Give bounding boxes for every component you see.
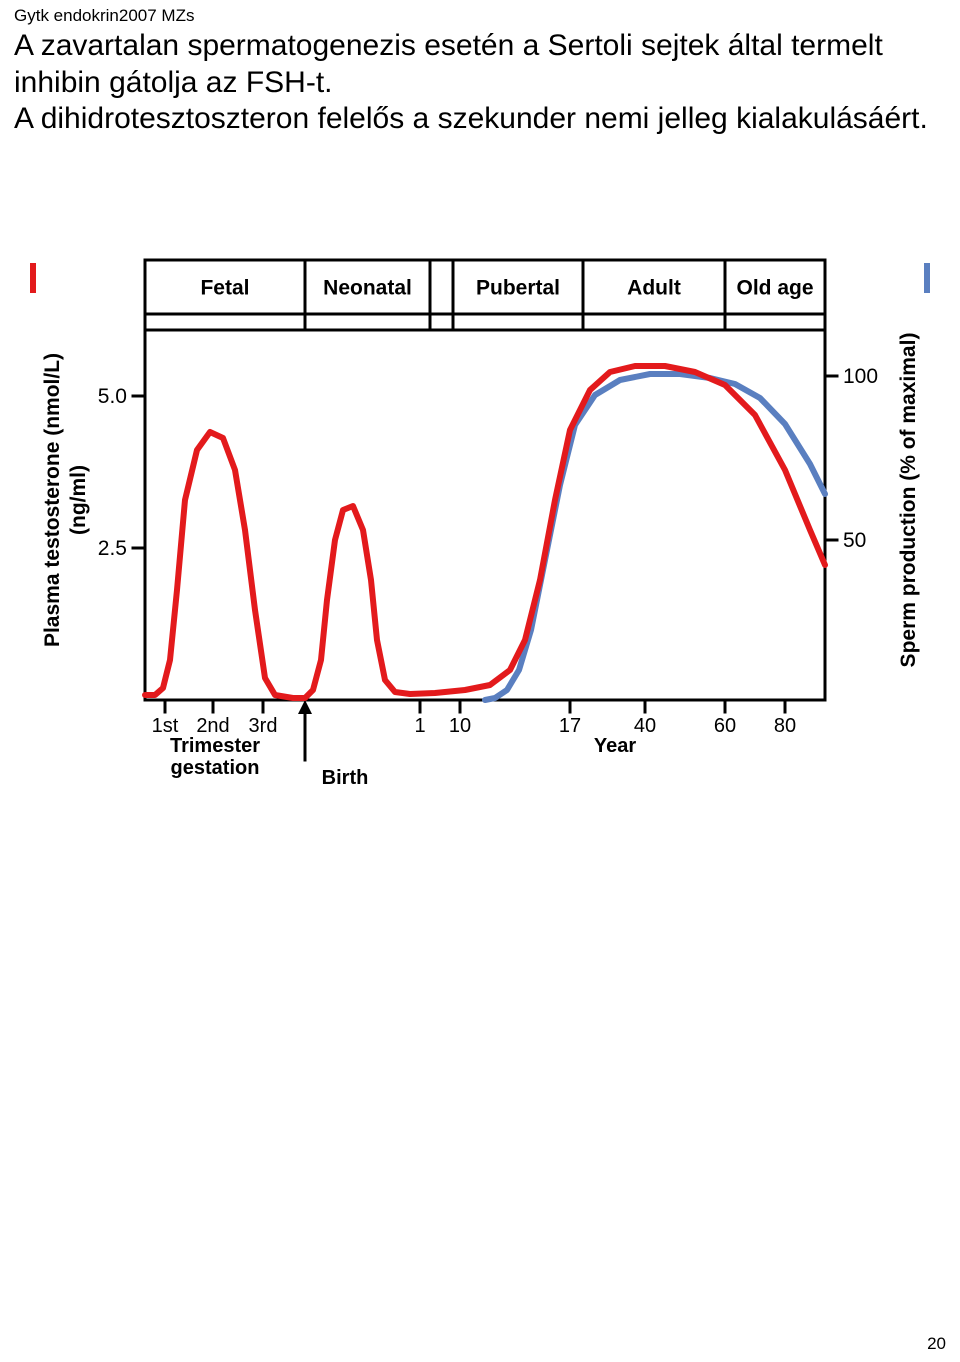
svg-text:Plasma testosterone (nmol/L): Plasma testosterone (nmol/L) <box>41 353 64 647</box>
svg-text:2.5: 2.5 <box>98 537 127 560</box>
svg-text:100: 100 <box>843 365 878 388</box>
svg-text:5.0: 5.0 <box>98 385 127 408</box>
svg-text:Neonatal: Neonatal <box>323 276 412 299</box>
svg-text:2nd: 2nd <box>196 715 229 737</box>
svg-text:1: 1 <box>414 715 425 737</box>
svg-text:Year: Year <box>594 735 636 757</box>
svg-text:1st: 1st <box>152 715 179 737</box>
svg-text:Old age: Old age <box>736 276 813 299</box>
chart-svg: Fetal Neonatal Pubertal Adult Old age 5.0 2.5 1… <box>15 200 945 820</box>
svg-text:Sperm production (% of maximal: Sperm production (% of maximal) <box>897 333 920 668</box>
body-text: A zavartalan spermatogenezis esetén a Se… <box>14 28 946 138</box>
svg-text:3rd: 3rd <box>249 715 278 737</box>
svg-text:17: 17 <box>559 715 581 737</box>
svg-text:50: 50 <box>843 529 866 552</box>
page-number: 20 <box>927 1334 946 1354</box>
svg-text:10: 10 <box>449 715 471 737</box>
svg-text:60: 60 <box>714 715 736 737</box>
svg-text:80: 80 <box>774 715 796 737</box>
svg-text:Birth: Birth <box>322 767 369 789</box>
header-note: Gytk endokrin2007 MZs <box>14 6 194 26</box>
page: Gytk endokrin2007 MZs A zavartalan sperm… <box>0 0 960 1362</box>
svg-text:gestation: gestation <box>171 757 260 779</box>
testosterone-sperm-chart: Fetal Neonatal Pubertal Adult Old age 5.0 2.5 1… <box>15 200 945 820</box>
svg-text:(ng/ml): (ng/ml) <box>67 465 90 535</box>
svg-text:Trimester: Trimester <box>170 735 260 757</box>
svg-text:Adult: Adult <box>627 276 681 299</box>
svg-text:Fetal: Fetal <box>200 276 249 299</box>
svg-text:40: 40 <box>634 715 656 737</box>
svg-text:Pubertal: Pubertal <box>476 276 560 299</box>
